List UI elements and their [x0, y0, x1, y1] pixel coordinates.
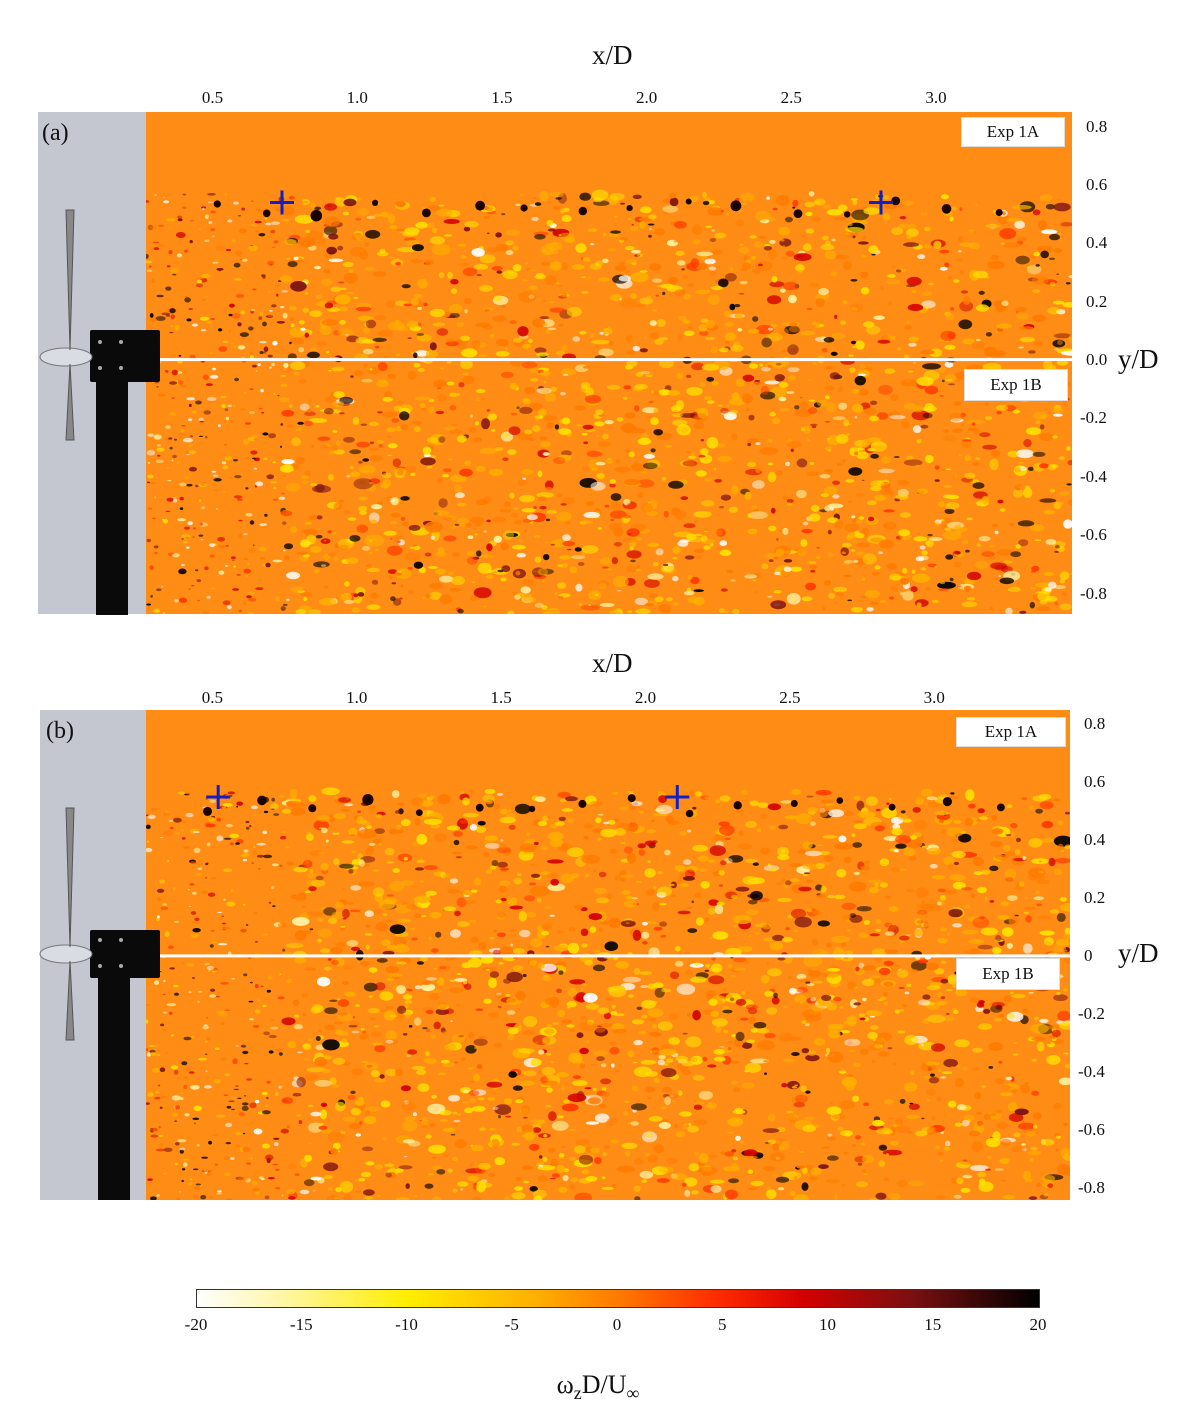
colorbar [196, 1289, 1040, 1308]
vorticity-field [146, 112, 1072, 614]
panel-b: x/D 0.5 1.0 1.5 2.0 2.5 3.0 (b) Exp 1A Exp 1B… [0, 640, 1196, 1210]
y-tick-label: 0.4 [1084, 830, 1106, 850]
y-tick-label: -0.4 [1078, 1062, 1105, 1082]
x-tick-label: 2.0 [634, 688, 657, 707]
y-tick-label: 0.0 [1086, 350, 1108, 370]
y-tick-label: 0.4 [1086, 233, 1108, 253]
colorbar-tick-label: -20 [184, 1315, 208, 1334]
x-tick-label: 2.0 [635, 88, 658, 107]
turbine-illustration [39, 807, 160, 1200]
y-tick-label: 0.6 [1084, 772, 1106, 792]
y-tick-label: 0.8 [1086, 116, 1108, 136]
exp-1b-label: Exp 1B [956, 958, 1060, 990]
panel-letter: (b) [46, 718, 74, 744]
y-tick-label: 0 [1084, 946, 1093, 966]
y-tick-label: 0.2 [1084, 888, 1106, 908]
colorbar-tick-label: 5 [718, 1315, 727, 1334]
tip-vortex-marker [869, 190, 894, 215]
x-tick-label: 2.5 [780, 88, 802, 107]
colorbar-tick-label: -5 [504, 1315, 519, 1334]
x-tick-label: 1.5 [490, 688, 512, 707]
colorbar-tick-label: 15 [924, 1315, 942, 1334]
x-tick-label: 1.5 [491, 88, 513, 107]
y-tick-label: -0.8 [1080, 583, 1107, 603]
x-tick-label: 2.5 [779, 688, 801, 707]
colorbar-label: ωzD/U∞ [556, 1370, 640, 1404]
tip-vortex-marker [665, 784, 690, 809]
y-tick-label: 0.2 [1086, 291, 1108, 311]
y-tick-label: 0.8 [1084, 714, 1106, 734]
x-tick-label: 0.5 [201, 88, 224, 107]
x-tick-label: 1.0 [346, 688, 368, 707]
colorbar-tick-label: -15 [289, 1315, 313, 1334]
y-tick-label: -0.8 [1078, 1178, 1105, 1198]
colorbar-tick-label: 10 [819, 1315, 836, 1334]
x-axis-label: x/D [592, 40, 633, 70]
x-tick-label: 1.0 [346, 88, 368, 107]
turbine-illustration [39, 209, 160, 615]
y-axis-label: y/D [1118, 344, 1159, 374]
y-tick-label: -0.6 [1078, 1120, 1105, 1140]
x-tick-label: 3.0 [925, 88, 947, 107]
y-tick-label: -0.2 [1080, 408, 1107, 428]
x-tick-label: 3.0 [923, 688, 945, 707]
panel-letter: (a) [42, 120, 69, 146]
vorticity-field [146, 710, 1070, 1200]
y-axis-label: y/D [1118, 938, 1159, 968]
y-tick-label: -0.4 [1080, 466, 1107, 486]
y-tick-label: -0.6 [1080, 525, 1107, 545]
exp-1a-label: Exp 1A [961, 117, 1065, 147]
y-tick-label: 0.6 [1086, 174, 1108, 194]
panel-a: x/D 0.5 1.0 1.5 2.0 2.5 3.0 (a) Exp 1A Exp 1B… [0, 0, 1196, 630]
x-tick-label: 0.5 [201, 688, 224, 707]
colorbar-tick-label: 0 [612, 1315, 622, 1334]
colorbar-tick-label: -10 [395, 1315, 418, 1334]
x-axis-label: x/D [592, 648, 633, 678]
y-tick-label: -0.2 [1078, 1004, 1105, 1024]
tip-vortex-marker [270, 190, 295, 215]
colorbar-tick-label: 20 [1029, 1315, 1047, 1334]
tip-vortex-marker [206, 784, 231, 809]
exp-1a-label: Exp 1A [956, 717, 1066, 747]
exp-1b-label: Exp 1B [964, 369, 1068, 401]
